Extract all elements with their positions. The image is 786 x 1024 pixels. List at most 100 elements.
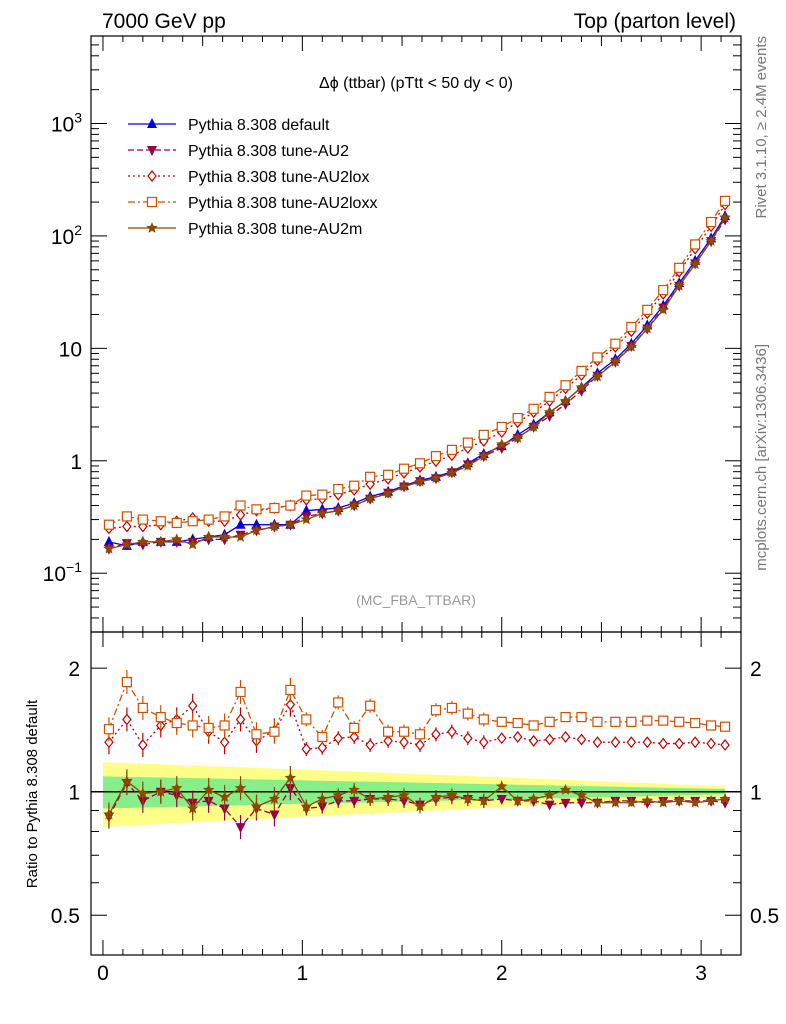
ratio-point bbox=[496, 794, 507, 805]
data-point bbox=[705, 235, 717, 246]
data-point bbox=[609, 355, 622, 367]
ratio-point bbox=[446, 702, 457, 714]
data-point bbox=[203, 514, 214, 525]
data-point bbox=[398, 463, 410, 474]
data-point bbox=[642, 304, 653, 315]
ratio-point bbox=[219, 804, 230, 815]
ratio-point bbox=[316, 792, 328, 804]
ratio-point bbox=[657, 796, 669, 808]
ratio-point bbox=[122, 713, 132, 726]
legend-marker bbox=[147, 170, 157, 182]
ratio-point bbox=[462, 792, 474, 804]
header-left: 7000 GeV pp bbox=[102, 10, 226, 33]
legend-marker bbox=[146, 196, 158, 208]
ratio-point bbox=[642, 736, 653, 749]
data-point bbox=[268, 520, 281, 532]
ratio-point bbox=[641, 794, 653, 806]
ratio-point bbox=[285, 698, 296, 711]
legend-label: Pythia 8.308 tune-AU2m bbox=[188, 221, 362, 238]
data-point bbox=[705, 216, 717, 228]
data-point bbox=[528, 403, 539, 414]
ratio-point bbox=[591, 796, 604, 808]
ratio-point bbox=[544, 716, 555, 727]
data-point bbox=[512, 412, 523, 424]
ratio-point bbox=[234, 782, 247, 794]
ratio-panel: 0.5 0.5 1 1 2 2 0 1 2 3 Ratio to Pythia 8.308 def… bbox=[24, 631, 779, 985]
data-point bbox=[462, 459, 474, 471]
data-point bbox=[317, 489, 328, 500]
ratio-point bbox=[528, 734, 539, 747]
data-point bbox=[301, 504, 312, 515]
ratio-y-tick-label-right: 2 bbox=[750, 658, 762, 681]
ratio-point bbox=[478, 794, 490, 806]
ratio-point bbox=[382, 791, 394, 802]
legend-label: Pythia 8.308 tune-AU2 bbox=[188, 143, 349, 160]
ratio-point bbox=[269, 726, 280, 737]
ratio-point bbox=[705, 794, 717, 806]
data-point bbox=[592, 352, 603, 363]
ratio-y-tick-label: 2 bbox=[68, 658, 80, 681]
data-point bbox=[251, 518, 262, 529]
data-point bbox=[610, 338, 621, 349]
plot-title: Δϕ (ttbar) (pTtt < 50 dy < 0) bbox=[319, 75, 513, 92]
data-point bbox=[527, 420, 540, 432]
ratio-point bbox=[478, 714, 489, 725]
ratio-point bbox=[674, 737, 684, 750]
data-point bbox=[398, 480, 410, 492]
data-point bbox=[478, 450, 490, 461]
data-point bbox=[235, 518, 246, 529]
data-point bbox=[234, 530, 247, 542]
main-y-tick-label: 102 bbox=[51, 222, 82, 249]
main-series bbox=[103, 195, 731, 555]
ratio-point bbox=[219, 736, 230, 749]
ratio-point bbox=[235, 823, 246, 834]
ratio-point bbox=[349, 796, 360, 807]
ratio-point bbox=[300, 800, 313, 812]
data-point bbox=[333, 483, 344, 495]
data-point bbox=[641, 322, 653, 334]
x-tick-label: 1 bbox=[297, 962, 309, 985]
ratio-point bbox=[479, 736, 489, 749]
data-point bbox=[235, 500, 246, 511]
ratio-ylabel: Ratio to Pythia 8.308 default bbox=[24, 699, 41, 888]
ratio-series bbox=[103, 670, 731, 840]
main-y-tick-label: 10−1 bbox=[43, 559, 83, 586]
ratio-point bbox=[496, 716, 507, 727]
ratio-point bbox=[202, 783, 215, 795]
data-point bbox=[364, 492, 376, 504]
ratio-point bbox=[250, 800, 263, 812]
ratio-point bbox=[365, 700, 376, 711]
ratio-point bbox=[592, 736, 603, 749]
ratio-point bbox=[706, 737, 716, 750]
ratio-point bbox=[576, 798, 587, 809]
ratio-point bbox=[544, 800, 555, 811]
data-point bbox=[382, 469, 394, 480]
data-point bbox=[103, 519, 115, 530]
ratio-point bbox=[317, 731, 328, 743]
ratio-point bbox=[364, 792, 376, 804]
ratio-point bbox=[559, 783, 572, 795]
ratio-point bbox=[642, 715, 653, 726]
data-point bbox=[251, 504, 262, 515]
ratio-point bbox=[332, 789, 344, 801]
legend-marker bbox=[146, 222, 158, 233]
ratio-point bbox=[103, 808, 115, 820]
ratio-y-tick-label-right: 0.5 bbox=[750, 905, 779, 928]
legend: Pythia 8.308 default Pythia 8.308 tune-AU… bbox=[128, 117, 377, 238]
data-point bbox=[349, 480, 360, 491]
data-point bbox=[414, 458, 426, 469]
data-point bbox=[626, 321, 637, 333]
ratio-point bbox=[382, 726, 394, 737]
ratio-point bbox=[333, 697, 344, 708]
data-point bbox=[446, 466, 458, 478]
ratio-point bbox=[720, 738, 730, 751]
ratio-point bbox=[186, 802, 199, 814]
ratio-point bbox=[544, 733, 555, 746]
watermark: (MC_FBA_TTBAR) bbox=[356, 592, 476, 608]
series-line bbox=[108, 215, 726, 547]
ratio-point bbox=[560, 730, 571, 743]
ratio-point bbox=[415, 738, 425, 751]
ratio-point bbox=[138, 738, 148, 751]
ratio-y-tick-label: 1 bbox=[68, 782, 80, 805]
